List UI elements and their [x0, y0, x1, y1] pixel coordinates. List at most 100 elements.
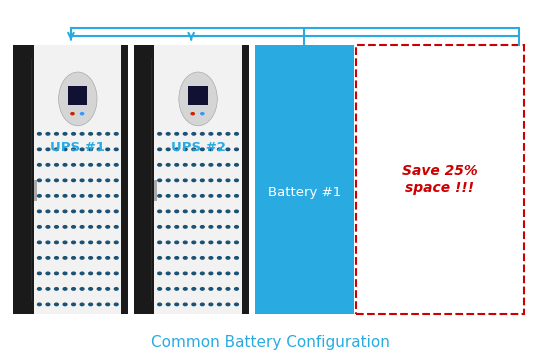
Circle shape — [191, 113, 194, 115]
Circle shape — [37, 132, 41, 135]
Circle shape — [72, 288, 76, 290]
Circle shape — [175, 288, 179, 290]
Text: UPS #1: UPS #1 — [50, 141, 105, 154]
Circle shape — [55, 195, 58, 197]
Circle shape — [72, 226, 76, 228]
Circle shape — [89, 257, 92, 259]
Circle shape — [192, 303, 195, 306]
Circle shape — [46, 164, 50, 166]
Circle shape — [106, 241, 110, 244]
Circle shape — [106, 272, 110, 275]
Circle shape — [226, 288, 230, 290]
Bar — [255, 45, 354, 314]
Circle shape — [226, 303, 230, 306]
Circle shape — [106, 257, 110, 259]
Circle shape — [55, 210, 58, 213]
Bar — [355, 45, 524, 314]
Circle shape — [106, 303, 110, 306]
Circle shape — [37, 164, 41, 166]
Circle shape — [234, 241, 238, 244]
Circle shape — [175, 195, 179, 197]
Circle shape — [114, 303, 118, 306]
Circle shape — [72, 272, 76, 275]
Circle shape — [184, 272, 187, 275]
Circle shape — [46, 226, 50, 228]
Circle shape — [63, 132, 67, 135]
Circle shape — [72, 132, 76, 135]
Circle shape — [97, 179, 101, 182]
Circle shape — [209, 272, 213, 275]
Bar — [122, 45, 129, 314]
Circle shape — [209, 210, 213, 213]
Circle shape — [114, 226, 118, 228]
Circle shape — [166, 210, 170, 213]
Circle shape — [89, 148, 92, 150]
Circle shape — [55, 288, 58, 290]
Circle shape — [46, 303, 50, 306]
Circle shape — [80, 303, 84, 306]
Circle shape — [114, 272, 118, 275]
Circle shape — [46, 257, 50, 259]
Bar — [154, 45, 242, 314]
Circle shape — [97, 288, 101, 290]
Circle shape — [218, 257, 221, 259]
Circle shape — [166, 132, 170, 135]
Circle shape — [175, 148, 179, 150]
Circle shape — [80, 226, 84, 228]
Circle shape — [175, 210, 179, 213]
Circle shape — [114, 164, 118, 166]
Circle shape — [46, 148, 50, 150]
Circle shape — [63, 257, 67, 259]
Circle shape — [114, 257, 118, 259]
Circle shape — [106, 210, 110, 213]
Circle shape — [209, 148, 213, 150]
Circle shape — [97, 164, 101, 166]
Circle shape — [192, 195, 195, 197]
Circle shape — [166, 288, 170, 290]
Circle shape — [89, 303, 92, 306]
Circle shape — [72, 210, 76, 213]
Circle shape — [114, 241, 118, 244]
Circle shape — [89, 195, 92, 197]
Circle shape — [175, 303, 179, 306]
Bar — [188, 86, 208, 104]
Circle shape — [97, 272, 101, 275]
Circle shape — [37, 257, 41, 259]
Circle shape — [80, 241, 84, 244]
Circle shape — [97, 226, 101, 228]
Circle shape — [192, 179, 195, 182]
Circle shape — [166, 179, 170, 182]
Circle shape — [97, 303, 101, 306]
Circle shape — [55, 257, 58, 259]
Circle shape — [37, 272, 41, 275]
Circle shape — [218, 272, 221, 275]
Circle shape — [184, 210, 187, 213]
Circle shape — [114, 288, 118, 290]
Circle shape — [200, 257, 204, 259]
Circle shape — [158, 164, 161, 166]
Circle shape — [175, 179, 179, 182]
Circle shape — [218, 226, 221, 228]
Bar — [34, 180, 37, 201]
FancyBboxPatch shape — [134, 45, 154, 314]
Circle shape — [234, 288, 238, 290]
Circle shape — [184, 226, 187, 228]
Circle shape — [226, 272, 230, 275]
Circle shape — [55, 164, 58, 166]
Circle shape — [200, 179, 204, 182]
Circle shape — [192, 288, 195, 290]
Circle shape — [166, 241, 170, 244]
Circle shape — [55, 303, 58, 306]
Circle shape — [175, 164, 179, 166]
Circle shape — [226, 241, 230, 244]
Circle shape — [158, 226, 161, 228]
Circle shape — [63, 195, 67, 197]
Circle shape — [63, 272, 67, 275]
Circle shape — [192, 210, 195, 213]
Circle shape — [218, 148, 221, 150]
Circle shape — [37, 179, 41, 182]
Circle shape — [55, 132, 58, 135]
Circle shape — [192, 241, 195, 244]
Circle shape — [234, 132, 238, 135]
Circle shape — [72, 195, 76, 197]
